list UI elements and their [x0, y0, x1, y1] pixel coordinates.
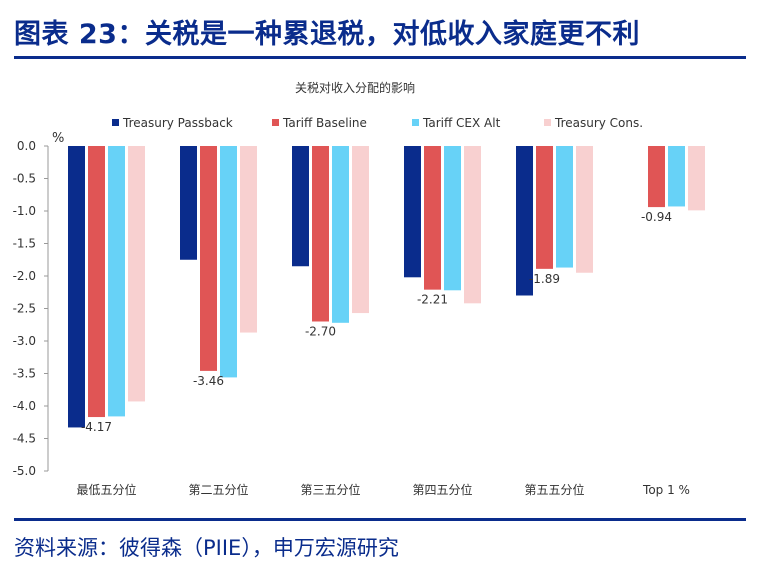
x-axis-labels: 最低五分位 第二五分位 第三五分位 第四五分位 第五五分位 Top 1 % [76, 482, 689, 497]
y-tick-label: -4.0 [13, 399, 36, 413]
legend-swatch [412, 119, 419, 126]
bars: -4.17 -3.46 -2.70 -2.21 -1.89 -0.94 [68, 146, 705, 434]
data-label: -0.94 [641, 210, 672, 224]
legend: Treasury Passback Tariff Baseline Tariff C… [112, 116, 643, 130]
y-tick-label: -0.5 [13, 172, 36, 186]
x-tick-label: 第二五分位 [188, 482, 248, 497]
bar [352, 146, 369, 314]
bar [576, 146, 593, 273]
y-tick-label: 0.0 [17, 139, 36, 153]
legend-label: Tariff Baseline [282, 116, 367, 130]
bar [240, 146, 257, 333]
x-tick-label: Top 1 % [642, 483, 690, 497]
y-tick-label: -1.5 [13, 237, 36, 251]
bar-group [292, 146, 369, 323]
bar [516, 146, 533, 296]
data-label: -3.46 [193, 374, 224, 388]
bar [292, 146, 309, 267]
bar [128, 146, 145, 402]
bar-chart: 关税对收入分配的影响 Treasury Passback Tariff Basel… [13, 80, 705, 497]
legend-swatch [544, 119, 551, 126]
legend-swatch [272, 119, 279, 126]
x-tick-label: 第五五分位 [524, 482, 584, 497]
bar [88, 146, 105, 418]
bar [464, 146, 481, 304]
legend-item: Treasury Cons. [544, 116, 643, 130]
bar-group [648, 146, 705, 211]
footer-rule [14, 518, 746, 521]
data-label: -4.17 [81, 420, 112, 434]
source-note: 资料来源：彼得森（PIIE），申万宏源研究 [14, 536, 399, 560]
y-axis: 0.0 -0.5 -1.0 -1.5 -2.0 -2.5 -3.0 -3.5 -4.0 -4.5 -… [13, 139, 49, 478]
bar [220, 146, 237, 378]
bar [536, 146, 553, 269]
legend-swatch [112, 119, 119, 126]
bar [200, 146, 217, 371]
bar [312, 146, 329, 322]
bar-group [404, 146, 481, 304]
bar-group [516, 146, 593, 296]
legend-label: Treasury Cons. [554, 116, 643, 130]
legend-label: Treasury Passback [122, 116, 233, 130]
x-tick-label: 最低五分位 [76, 482, 136, 497]
y-tick-label: -2.5 [13, 302, 36, 316]
bar-group [180, 146, 257, 378]
y-axis-label: % [52, 131, 64, 146]
y-tick-label: -3.5 [13, 367, 36, 381]
chart-title: 关税对收入分配的影响 [295, 80, 415, 95]
bar [404, 146, 421, 278]
bar [556, 146, 573, 268]
legend-item: Tariff Baseline [272, 116, 367, 130]
bar [648, 146, 665, 208]
y-tick-label: -2.0 [13, 269, 36, 283]
x-tick-label: 第三五分位 [300, 482, 360, 497]
x-tick-label: 第四五分位 [412, 482, 472, 497]
y-tick-label: -5.0 [13, 464, 36, 478]
bar [444, 146, 461, 291]
bar [68, 146, 85, 428]
legend-label: Tariff CEX Alt [422, 116, 501, 130]
legend-item: Tariff CEX Alt [412, 116, 501, 130]
bar [108, 146, 125, 417]
title-rule [14, 56, 746, 59]
bar [668, 146, 685, 207]
bar [424, 146, 441, 290]
bar [180, 146, 197, 260]
data-label: -1.89 [529, 272, 560, 286]
bar [688, 146, 705, 211]
y-tick-label: -3.0 [13, 334, 36, 348]
figure-title: 图表 23：关税是一种累退税，对低收入家庭更不利 [14, 19, 640, 50]
bar [332, 146, 349, 323]
y-tick-label: -1.0 [13, 204, 36, 218]
y-tick-label: -4.5 [13, 432, 36, 446]
bar-group [68, 146, 145, 428]
legend-item: Treasury Passback [112, 116, 233, 130]
data-label: -2.70 [305, 325, 336, 339]
data-label: -2.21 [417, 293, 448, 307]
